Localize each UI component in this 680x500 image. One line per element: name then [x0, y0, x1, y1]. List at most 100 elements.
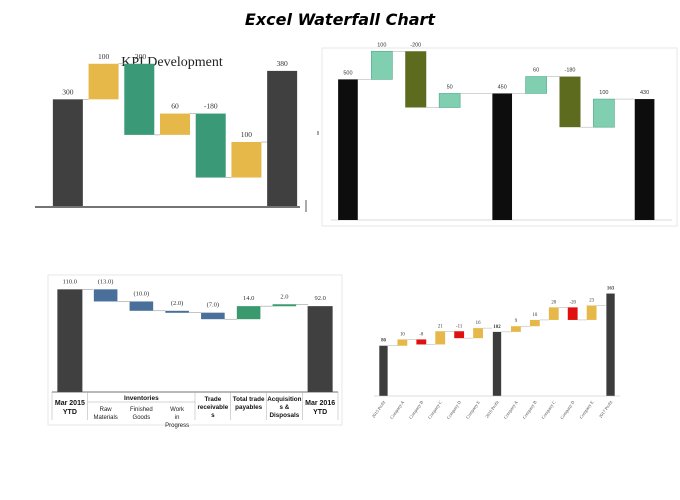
- data-label: 110.0: [63, 278, 77, 285]
- axis-tick-label: Raw: [100, 407, 113, 413]
- waterfall-bar: [492, 93, 513, 220]
- waterfall-bar: [129, 301, 154, 311]
- waterfall-bar: [267, 70, 298, 206]
- data-label: (7.0): [207, 302, 219, 309]
- data-label: 430: [640, 90, 649, 96]
- data-label: (2.0): [171, 300, 183, 307]
- waterfall-bar: [438, 93, 461, 108]
- data-label: 9: [515, 319, 518, 324]
- axis-tick-label: s &: [279, 404, 289, 411]
- waterfall-bar: [231, 142, 262, 178]
- waterfall-bar: [473, 328, 483, 339]
- waterfall-bar: [397, 339, 408, 346]
- data-label: -20: [569, 300, 576, 305]
- waterfall-bar: [593, 98, 615, 128]
- data-label: 450: [498, 84, 507, 90]
- data-label: 100: [599, 90, 608, 96]
- axis-tick-label: receivable: [197, 404, 228, 411]
- axis-tick-label: Mar 2015: [55, 400, 85, 407]
- waterfall-bar: [88, 63, 119, 100]
- waterfall-bar: [195, 113, 226, 178]
- axis-tick-label: Disposals: [270, 412, 300, 419]
- data-label: 50: [447, 84, 453, 90]
- axis-tick-label: Company D: [446, 400, 462, 420]
- waterfall-bar: [606, 293, 615, 396]
- waterfall-bar: [634, 99, 655, 220]
- axis-tick-label: Acquisition: [267, 396, 301, 403]
- waterfall-bar: [511, 326, 521, 332]
- waterfall-bar: [160, 113, 190, 135]
- page-title: Excel Waterfall Chart: [244, 10, 436, 29]
- data-label: 20: [551, 300, 556, 305]
- data-label: 380: [277, 59, 289, 68]
- data-label: -180: [564, 68, 575, 74]
- axis-tick-label: s: [211, 412, 215, 419]
- data-label: 102: [493, 325, 501, 330]
- axis-tick-label: Mar 2016: [305, 400, 335, 407]
- waterfall-bar: [405, 51, 427, 108]
- axis-tick-label: Progress: [165, 423, 189, 429]
- data-label: 23: [589, 298, 594, 303]
- data-label: 21: [438, 324, 443, 329]
- data-label: 60: [171, 102, 179, 111]
- waterfall-bar: [548, 307, 559, 320]
- axis-tick-label: YTD: [313, 409, 327, 416]
- data-label: 16: [476, 321, 481, 326]
- data-label: 2.0: [280, 293, 288, 300]
- axis-tick-label: Goods: [133, 415, 151, 421]
- data-label: -200: [132, 52, 146, 61]
- waterfall-bar: [272, 304, 297, 307]
- axis-tick-label: YTD: [63, 409, 77, 416]
- data-label: -200: [410, 42, 421, 48]
- waterfall-bar: [559, 76, 581, 128]
- axis-tick-label: Company E: [465, 399, 481, 419]
- waterfall-bar: [371, 50, 393, 80]
- waterfall-bar: [124, 63, 155, 135]
- data-label: 60: [533, 68, 539, 74]
- waterfall-bar: [52, 99, 83, 206]
- axis-tick-label: in: [175, 415, 180, 421]
- waterfall-bar: [338, 79, 358, 220]
- axis-tick-label: Finished: [130, 407, 153, 413]
- axis-tick-label: Company C: [427, 400, 443, 420]
- data-label: 14.0: [243, 295, 254, 302]
- axis-tick-label: 2015 Profit: [371, 399, 387, 419]
- data-label: 500: [343, 70, 352, 76]
- axis-tick-label: 2016 Profit: [484, 399, 500, 419]
- waterfall-bar: [529, 319, 540, 327]
- data-label: 80: [381, 339, 386, 344]
- axis-tick-label: Company E: [578, 399, 594, 419]
- data-label: 163: [607, 287, 615, 292]
- data-label: -11: [456, 324, 463, 329]
- axis-tick-label: Company B: [521, 400, 537, 420]
- waterfall-bar: [416, 339, 427, 345]
- axis-tick-label: Total trade: [233, 396, 265, 403]
- data-label: 100: [377, 42, 386, 48]
- waterfall-bar: [567, 307, 578, 320]
- axis-tick-label: Company D: [559, 400, 575, 420]
- axis-tick-label: Company C: [540, 400, 556, 420]
- waterfall-bar: [492, 331, 502, 396]
- group-label: Inventories: [124, 395, 159, 402]
- waterfall-bar: [201, 312, 225, 320]
- waterfall-bar: [435, 331, 446, 345]
- waterfall-bar: [57, 289, 83, 392]
- data-label: 100: [241, 130, 253, 139]
- data-label: (10.0): [134, 290, 150, 297]
- waterfall-bar: [236, 306, 261, 320]
- axis-tick-label: Materials: [93, 415, 117, 421]
- waterfall-bar: [454, 331, 465, 339]
- data-label: 100: [98, 52, 110, 61]
- axis-tick-label: 2017 Profit: [598, 399, 614, 419]
- waterfall-bar: [379, 345, 388, 396]
- data-label: 92.0: [314, 295, 325, 302]
- waterfall-bar: [586, 305, 597, 320]
- waterfall-bar: [165, 310, 189, 313]
- axis-tick-label: Company A: [389, 399, 406, 420]
- data-label: 300: [62, 87, 74, 96]
- waterfall-bar: [525, 76, 547, 94]
